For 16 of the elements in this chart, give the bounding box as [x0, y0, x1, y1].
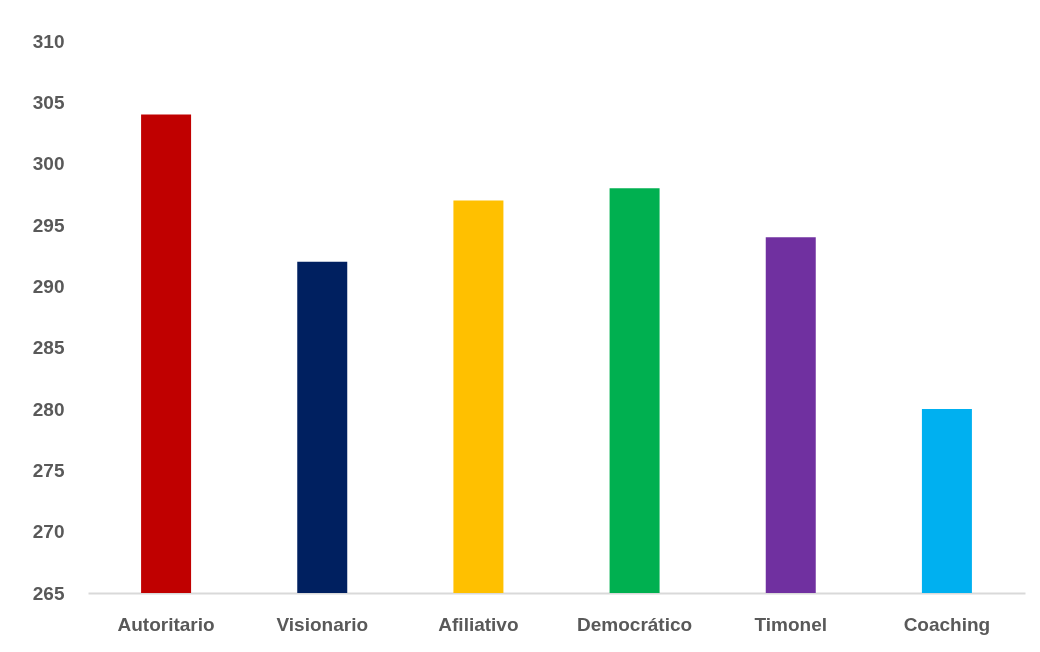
x-tick-label: Timonel — [754, 613, 827, 635]
x-tick-label: Visionario — [276, 613, 369, 635]
y-tick-label: 265 — [32, 582, 65, 604]
y-tick-label: 295 — [32, 214, 65, 236]
y-tick-label: 280 — [32, 398, 65, 420]
y-tick-label: 305 — [32, 91, 65, 113]
y-tick-label: 285 — [32, 337, 65, 359]
y-tick-label: 275 — [32, 459, 65, 481]
y-tick-label: 300 — [32, 153, 65, 175]
x-tick-label: Democrático — [577, 613, 693, 635]
y-tick-label: 270 — [32, 521, 65, 543]
x-tick-label: Afiliativo — [438, 613, 519, 635]
y-tick-label: 290 — [32, 275, 65, 297]
y-tick-label: 310 — [32, 30, 65, 52]
x-tick-label: Coaching — [903, 613, 991, 635]
x-tick-label: Autoritario — [117, 613, 215, 635]
